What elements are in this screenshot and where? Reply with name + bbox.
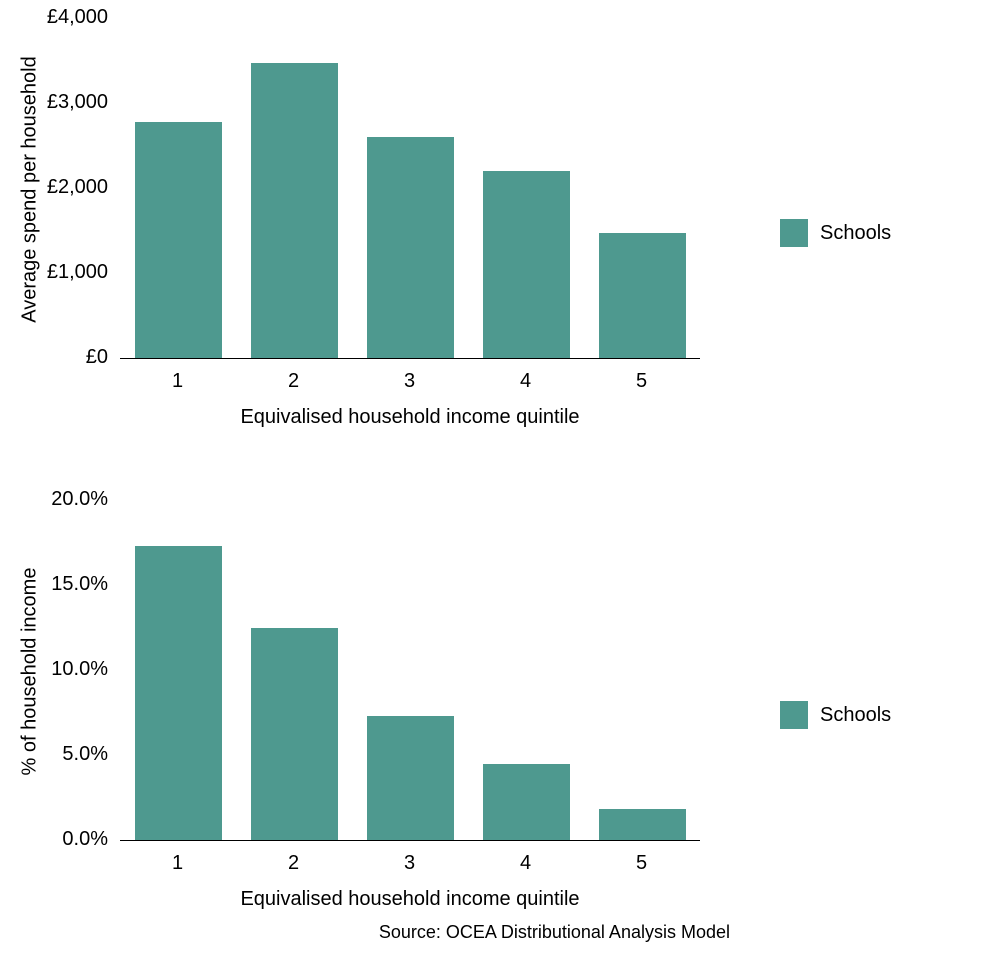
bar xyxy=(367,137,454,358)
xtick-label: 5 xyxy=(636,370,647,393)
chart-top-block: Average spend per household £4,000 £3,00… xyxy=(0,8,891,458)
chart-bottom-plot: 20.0% 15.0% 10.0% 5.0% 0.0% 1 2 3 4 5 xyxy=(120,500,700,840)
chart-top-xlabel: Equivalised household income quintile xyxy=(120,406,700,429)
chart-bottom-ylabel: % of household income xyxy=(19,552,42,792)
ytick-label: 0.0% xyxy=(62,828,108,851)
xtick-label: 4 xyxy=(520,852,531,875)
ytick-label: £2,000 xyxy=(47,176,108,199)
bar xyxy=(135,546,222,840)
bar xyxy=(367,716,454,840)
chart-bottom-wrap: % of household income 20.0% 15.0% 10.0% … xyxy=(0,490,740,940)
legend-swatch xyxy=(780,701,808,729)
chart-bottom-block: % of household income 20.0% 15.0% 10.0% … xyxy=(0,490,891,940)
legend-swatch xyxy=(780,219,808,247)
ytick-label: 10.0% xyxy=(51,658,108,681)
bar xyxy=(251,63,338,358)
bar xyxy=(483,171,570,358)
xtick-label: 3 xyxy=(404,370,415,393)
chart-bottom-legend: Schools xyxy=(780,701,891,729)
legend-label: Schools xyxy=(820,704,891,727)
legend-label: Schools xyxy=(820,222,891,245)
xtick-label: 4 xyxy=(520,370,531,393)
ytick-label: £1,000 xyxy=(47,261,108,284)
ytick-label: £0 xyxy=(86,346,108,369)
chart-top-legend: Schools xyxy=(780,219,891,247)
source-text: Source: OCEA Distributional Analysis Mod… xyxy=(379,922,730,943)
ytick-label: 5.0% xyxy=(62,743,108,766)
ytick-label: £4,000 xyxy=(47,6,108,29)
xtick-label: 1 xyxy=(172,370,183,393)
x-axis-line xyxy=(120,358,700,359)
bar xyxy=(599,809,686,840)
ytick-label: 15.0% xyxy=(51,573,108,596)
bar xyxy=(251,628,338,841)
xtick-label: 5 xyxy=(636,852,647,875)
bar xyxy=(599,233,686,358)
x-axis-line xyxy=(120,840,700,841)
ytick-label: 20.0% xyxy=(51,488,108,511)
chart-bottom-xlabel: Equivalised household income quintile xyxy=(120,888,700,911)
xtick-label: 1 xyxy=(172,852,183,875)
chart-top-wrap: Average spend per household £4,000 £3,00… xyxy=(0,8,740,458)
xtick-label: 2 xyxy=(288,852,299,875)
bar xyxy=(135,122,222,358)
chart-top-ylabel: Average spend per household xyxy=(19,40,42,340)
xtick-label: 3 xyxy=(404,852,415,875)
chart-top-plot: £4,000 £3,000 £2,000 £1,000 £0 1 2 3 4 5 xyxy=(120,18,700,358)
bar xyxy=(483,764,570,841)
xtick-label: 2 xyxy=(288,370,299,393)
ytick-label: £3,000 xyxy=(47,91,108,114)
